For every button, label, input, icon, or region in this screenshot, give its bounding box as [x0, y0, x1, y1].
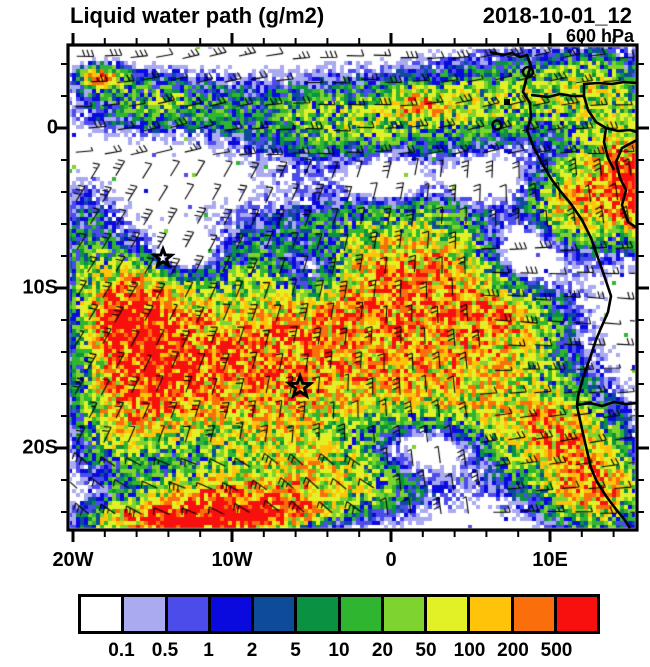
axis-ticks	[56, 33, 649, 542]
star-marker	[285, 371, 315, 400]
station-circle-marker	[521, 65, 535, 79]
geography-layer	[489, 50, 638, 529]
coastline-path	[489, 50, 632, 529]
pressure-level: 600 hPa	[565, 26, 634, 46]
colorbar-cell	[124, 597, 168, 631]
colorbar	[78, 594, 600, 634]
colorbar-cell	[167, 597, 211, 631]
star-marker	[150, 244, 176, 269]
colorbar-cell	[81, 597, 125, 631]
colorbar-cell	[427, 597, 471, 631]
colorbar-cell	[254, 597, 298, 631]
country-border-path	[530, 80, 638, 408]
station-circle-marker	[491, 119, 503, 131]
star-markers-layer	[150, 244, 315, 400]
colorbar-cell	[297, 597, 341, 631]
colorbar-cell	[513, 597, 557, 631]
colorbar-cell	[210, 597, 254, 631]
colorbar-cell	[340, 597, 384, 631]
colorbar-cell	[556, 597, 597, 631]
station-square-marker	[504, 99, 510, 105]
plot-frame	[66, 43, 639, 532]
colorbar-cell	[383, 597, 427, 631]
colorbar-cell	[470, 597, 514, 631]
